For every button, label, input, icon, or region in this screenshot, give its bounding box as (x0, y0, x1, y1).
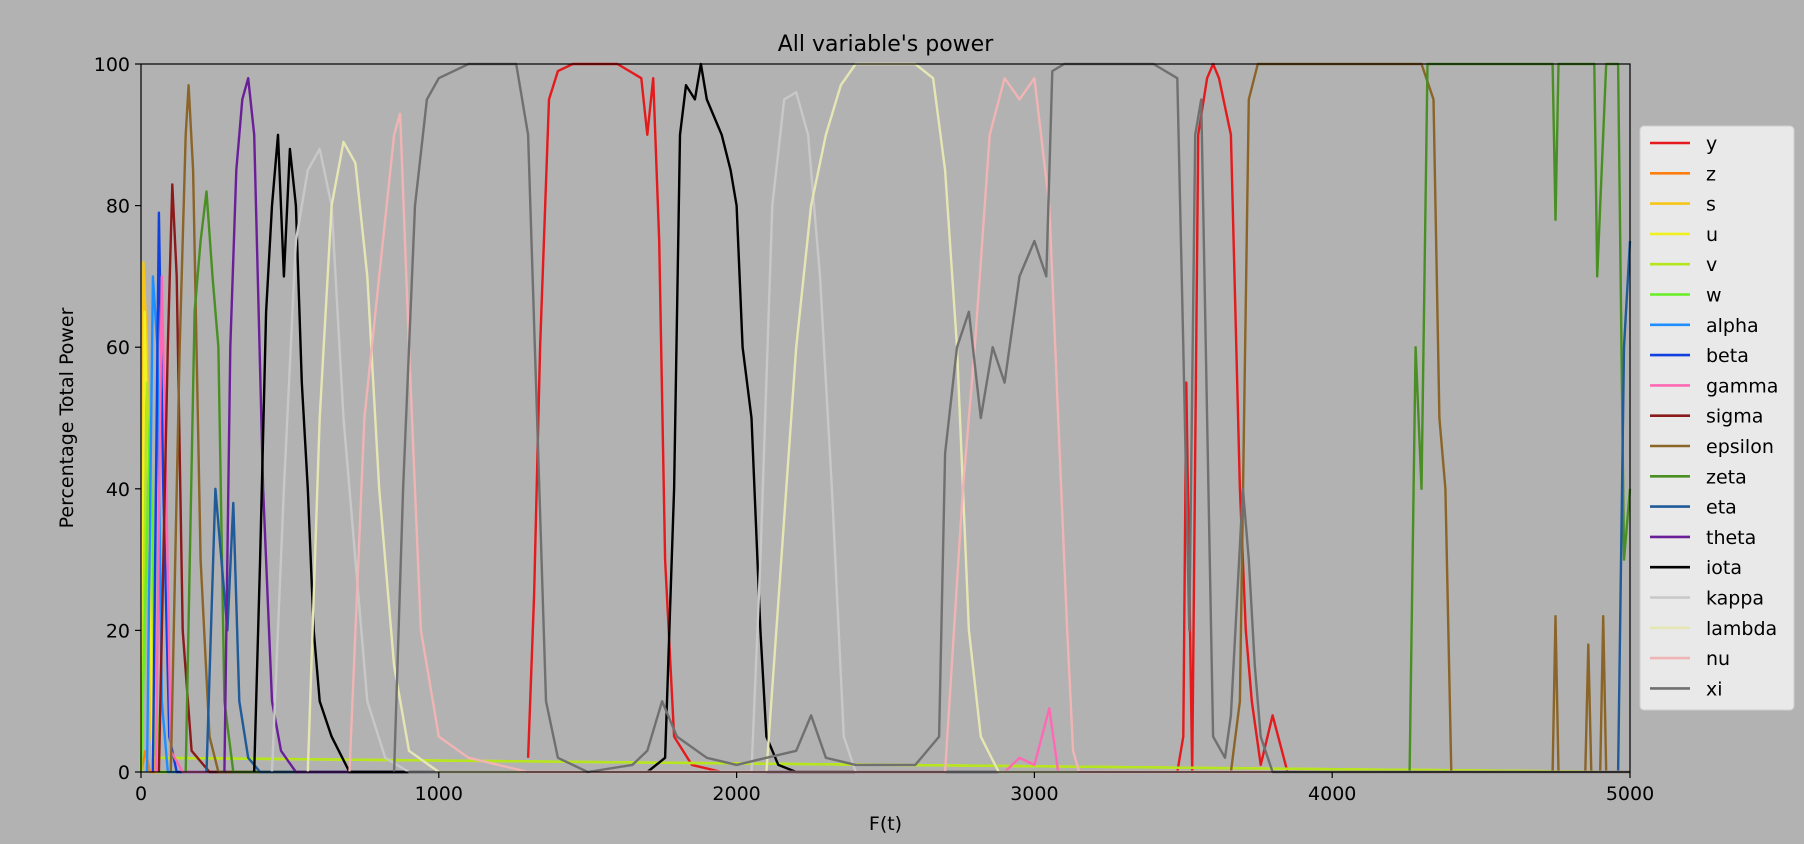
legend-label-theta: theta (1706, 527, 1756, 549)
series-line-lambda (306, 62, 1630, 774)
legend-label-v: v (1706, 254, 1717, 276)
y-tick-label: 80 (106, 196, 130, 218)
legend-label-z: z (1706, 163, 1716, 185)
legend-label-y: y (1706, 133, 1717, 155)
x-axis-label: F(t) (869, 813, 902, 835)
legend-label-kappa: kappa (1706, 588, 1764, 610)
series-line-xi (392, 62, 1630, 774)
legend-label-sigma: sigma (1706, 406, 1763, 428)
legend-label-s: s (1706, 194, 1716, 216)
legend-label-xi: xi (1706, 678, 1723, 700)
x-tick-label: 3000 (1010, 783, 1058, 805)
legend-label-beta: beta (1706, 345, 1749, 367)
series-line-theta (223, 77, 1630, 774)
x-tick-label: 5000 (1606, 783, 1654, 805)
chart-title: All variable's power (778, 32, 994, 57)
legend-label-alpha: alpha (1706, 315, 1759, 337)
x-tick-label: 4000 (1308, 783, 1356, 805)
y-axis-label: Percentage Total Power (56, 307, 78, 528)
legend-label-w: w (1706, 285, 1722, 307)
series-line-zeta (184, 62, 1632, 774)
legend-label-nu: nu (1706, 648, 1730, 670)
series-line-eta (205, 240, 1632, 774)
legend-label-iota: iota (1706, 557, 1742, 579)
x-tick-label: 0 (135, 783, 147, 805)
y-tick-label: 40 (106, 479, 130, 501)
legend-label-zeta: zeta (1706, 466, 1747, 488)
legend-label-lambda: lambda (1706, 618, 1777, 640)
series-line-nu (348, 77, 1630, 774)
legend-box (1639, 125, 1795, 711)
series-line-iota (253, 62, 1630, 774)
legend-label-u: u (1706, 224, 1718, 246)
plot-frame (140, 63, 1631, 773)
y-tick-label: 0 (118, 762, 130, 784)
legend-label-epsilon: epsilon (1706, 436, 1774, 458)
x-tick-label: 2000 (712, 783, 760, 805)
axes-layer: 0 1000 2000 3000 4000 5000 0 20 40 60 80 100 (94, 54, 1654, 805)
x-tick-label: 1000 (415, 783, 463, 805)
series-line-v (139, 381, 1631, 774)
y-tick-label: 100 (94, 54, 130, 76)
legend-label-gamma: gamma (1706, 375, 1778, 397)
y-tick-label: 20 (106, 620, 130, 642)
legend-label-eta: eta (1706, 497, 1737, 519)
y-tick-label: 60 (106, 337, 130, 359)
